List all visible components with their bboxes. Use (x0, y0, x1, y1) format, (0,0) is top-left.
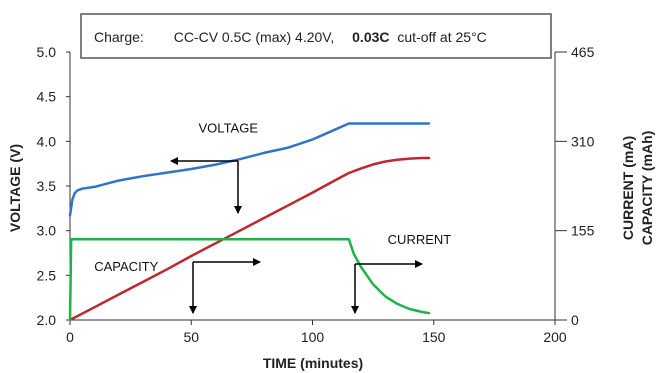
y-left-tick-label: 4.5 (37, 89, 57, 105)
x-tick-label: 100 (301, 329, 325, 345)
x-axis-label: TIME (minutes) (263, 355, 363, 371)
y-right-ticks: 0 155 310 465 (555, 44, 595, 328)
series-label-current: CURRENT (388, 232, 452, 247)
x-tick-label: 150 (422, 329, 446, 345)
series-line-capacity (68, 156, 431, 322)
x-ticks: 0 50 100 150 200 (66, 320, 567, 345)
y-right-tick-label: 155 (571, 223, 595, 239)
annotation-text: Charge: CC-CV 0.5C (max) 4.20V, 0.03C cu… (94, 29, 487, 45)
y-left-tick-label: 4.0 (37, 133, 57, 149)
series-layer (68, 122, 431, 322)
y-left-tick-label: 3.5 (37, 178, 57, 194)
annotation-main: CC-CV 0.5C (max) 4.20V, (174, 29, 335, 45)
annotation-prefix: Charge: (94, 29, 144, 45)
series-labels: VOLTAGE CAPACITY CURRENT (94, 120, 451, 273)
y-left-tick-label: 5.0 (37, 44, 57, 60)
series-label-capacity: CAPACITY (94, 259, 158, 274)
x-tick-label: 50 (183, 329, 199, 345)
y-left-tick-label: 3.0 (37, 223, 57, 239)
pointer-arrows (170, 157, 423, 314)
annotation-bold: 0.03C (352, 29, 389, 45)
y-left-ticks: 2.0 2.5 3.0 3.5 4.0 4.5 5.0 (37, 44, 70, 328)
y-axis-left-label: VOLTAGE (V) (7, 144, 23, 232)
y-axis-right-label-capacity: CAPACITY (mAh) (639, 131, 655, 246)
annotation-suffix: cut-off at 25°C (397, 29, 486, 45)
y-right-tick-label: 310 (571, 133, 595, 149)
y-left-tick-label: 2.0 (37, 312, 57, 328)
axes (69, 52, 556, 321)
annotation-box: Charge: CC-CV 0.5C (max) 4.20V, 0.03C cu… (80, 13, 552, 59)
x-tick-label: 200 (543, 329, 567, 345)
annotation-box-frame (80, 13, 552, 59)
series-line-voltage (68, 122, 431, 217)
y-right-tick-label: 465 (571, 44, 595, 60)
y-left-tick-label: 2.5 (37, 267, 57, 283)
series-label-voltage: VOLTAGE (199, 120, 259, 135)
y-right-tick-label: 0 (571, 312, 579, 328)
y-axis-right-label-current: CURRENT (mA) (620, 136, 636, 240)
x-tick-label: 0 (66, 329, 74, 345)
series-line-current (68, 238, 431, 322)
